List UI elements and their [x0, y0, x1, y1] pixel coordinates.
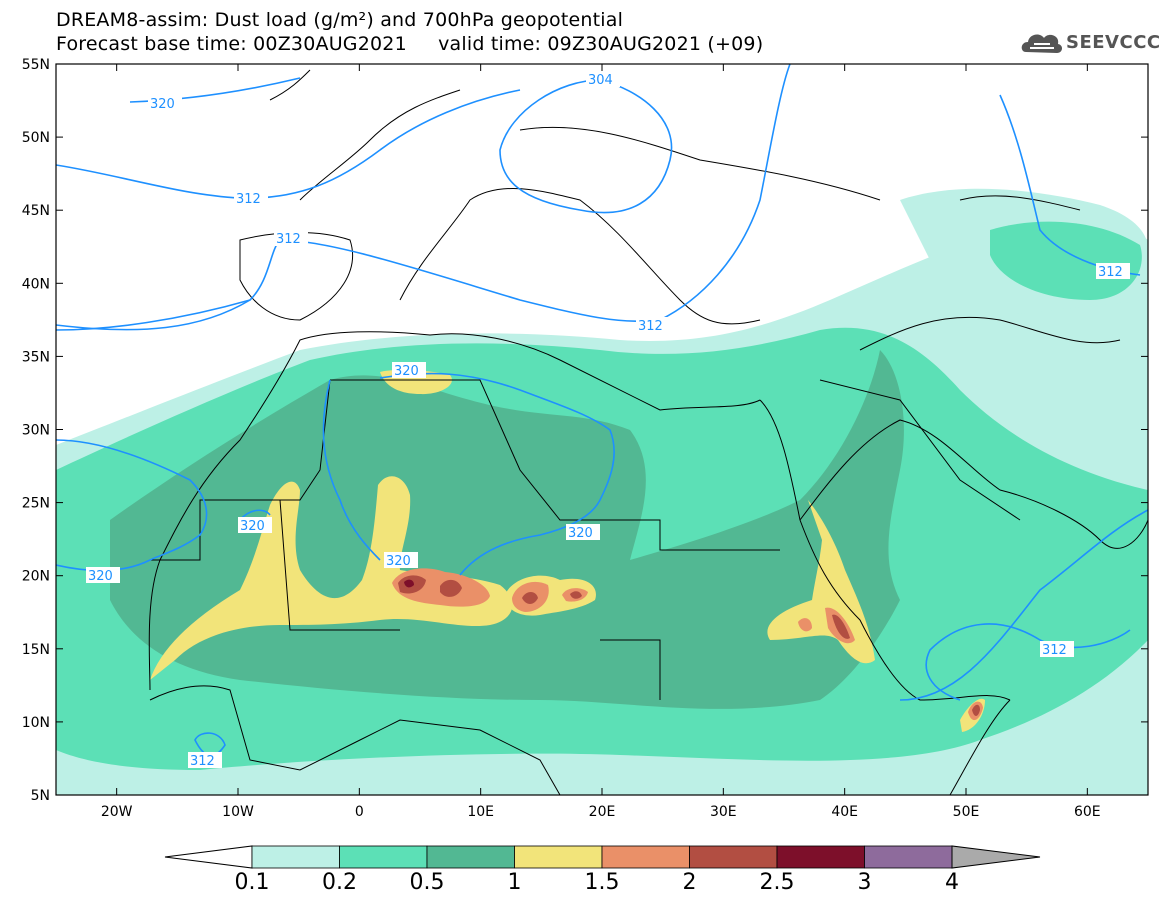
colorbar-label: 4 — [945, 870, 959, 895]
colorbar-label: 2.5 — [759, 870, 795, 895]
coastlines — [148, 69, 1148, 795]
cloud-logo-icon — [1021, 34, 1063, 53]
lat-tick-label: 45N — [22, 203, 50, 219]
colorbar-label: 1 — [507, 870, 522, 895]
lon-tick-label: 10E — [467, 804, 494, 820]
colorbar-bin — [689, 845, 778, 869]
lat-tick-label: 40N — [22, 276, 50, 292]
colorbar-bin — [776, 845, 865, 869]
colorbar-under-triangle — [164, 845, 253, 869]
colorbar-bin — [864, 845, 953, 869]
svg-text:320: 320 — [88, 569, 113, 584]
lon-tick-label: 40E — [831, 804, 858, 820]
colorbar-bin — [514, 845, 603, 869]
svg-text:320: 320 — [386, 554, 411, 569]
contour-label: 312 — [1096, 263, 1130, 280]
contour-label: 312 — [636, 317, 670, 334]
lat-tick-label: 20N — [22, 569, 50, 585]
colorbar — [164, 845, 1041, 869]
contour-label: 320 — [392, 362, 426, 379]
contour-label: 320 — [86, 567, 120, 584]
lat-tick-label: 15N — [22, 642, 50, 658]
contour-label-group: 320 304 312 312 312 320 320 320 320 320 … — [86, 71, 1130, 769]
lon-tick-label: 10W — [222, 804, 254, 820]
colorbar-label: 0.1 — [234, 870, 270, 895]
svg-text:312: 312 — [190, 754, 215, 769]
lon-tick-label: 20E — [589, 804, 616, 820]
svg-text:312: 312 — [276, 232, 301, 247]
contour-label: 320 — [148, 95, 182, 112]
contour-label: 312 — [274, 230, 308, 247]
svg-text:312: 312 — [1098, 265, 1123, 280]
colorbar-label: 1.5 — [584, 870, 620, 895]
svg-text:320: 320 — [240, 519, 265, 534]
dust-field — [56, 188, 1148, 795]
contour-label: 320 — [384, 552, 418, 569]
colorbar-label: 3 — [857, 870, 872, 895]
svg-text:312: 312 — [638, 319, 663, 334]
contour-label: 304 — [586, 71, 620, 88]
svg-text:320: 320 — [568, 526, 593, 541]
lon-tick-label: 50E — [953, 804, 980, 820]
lat-tick-label: 50N — [22, 130, 50, 146]
contour-label: 312 — [1040, 641, 1074, 658]
lat-tick-label: 25N — [22, 496, 50, 512]
contour-label: 320 — [566, 524, 600, 541]
lat-tick-label: 5N — [31, 788, 50, 804]
lon-tick-label: 30E — [710, 804, 737, 820]
contour-label: 320 — [238, 517, 272, 534]
lat-tick-label: 35N — [22, 349, 50, 365]
colorbar-label: 2 — [682, 870, 697, 895]
title-line-2: Forecast base time: 00Z30AUG2021 valid t… — [56, 33, 764, 55]
colorbar-label: 0.5 — [409, 870, 445, 895]
title-line-1: DREAM8-assim: Dust load (g/m²) and 700hP… — [56, 9, 624, 31]
svg-text:320: 320 — [394, 364, 419, 379]
colorbar-bin — [339, 845, 428, 869]
colorbar-bin — [426, 845, 515, 869]
lon-tick-label: 20W — [101, 804, 133, 820]
lat-tick-label: 55N — [22, 57, 50, 73]
svg-text:312: 312 — [1042, 643, 1067, 658]
longitude-axis: 20W 10W 0 10E 20E 30E 40E 50E 60E — [101, 64, 1101, 820]
svg-text:320: 320 — [150, 97, 175, 112]
colorbar-over-triangle — [951, 845, 1041, 869]
lon-tick-label: 60E — [1074, 804, 1101, 820]
svg-text:312: 312 — [236, 192, 261, 207]
colorbar-label: 0.2 — [322, 870, 357, 895]
contour-label: 312 — [234, 190, 268, 207]
latitude-axis: 55N 50N 45N 40N 35N 30N 25N 20N 15N 10N 5N — [22, 57, 1148, 804]
contour-label: 312 — [188, 752, 222, 769]
svg-text:304: 304 — [588, 73, 613, 88]
lat-tick-label: 30N — [22, 423, 50, 439]
lon-tick-label: 0 — [355, 804, 364, 820]
colorbar-bin — [601, 845, 690, 869]
seevccc-logo-text: SEEVCCC — [1066, 32, 1161, 53]
colorbar-bin — [251, 845, 340, 869]
lat-tick-label: 10N — [22, 715, 50, 731]
